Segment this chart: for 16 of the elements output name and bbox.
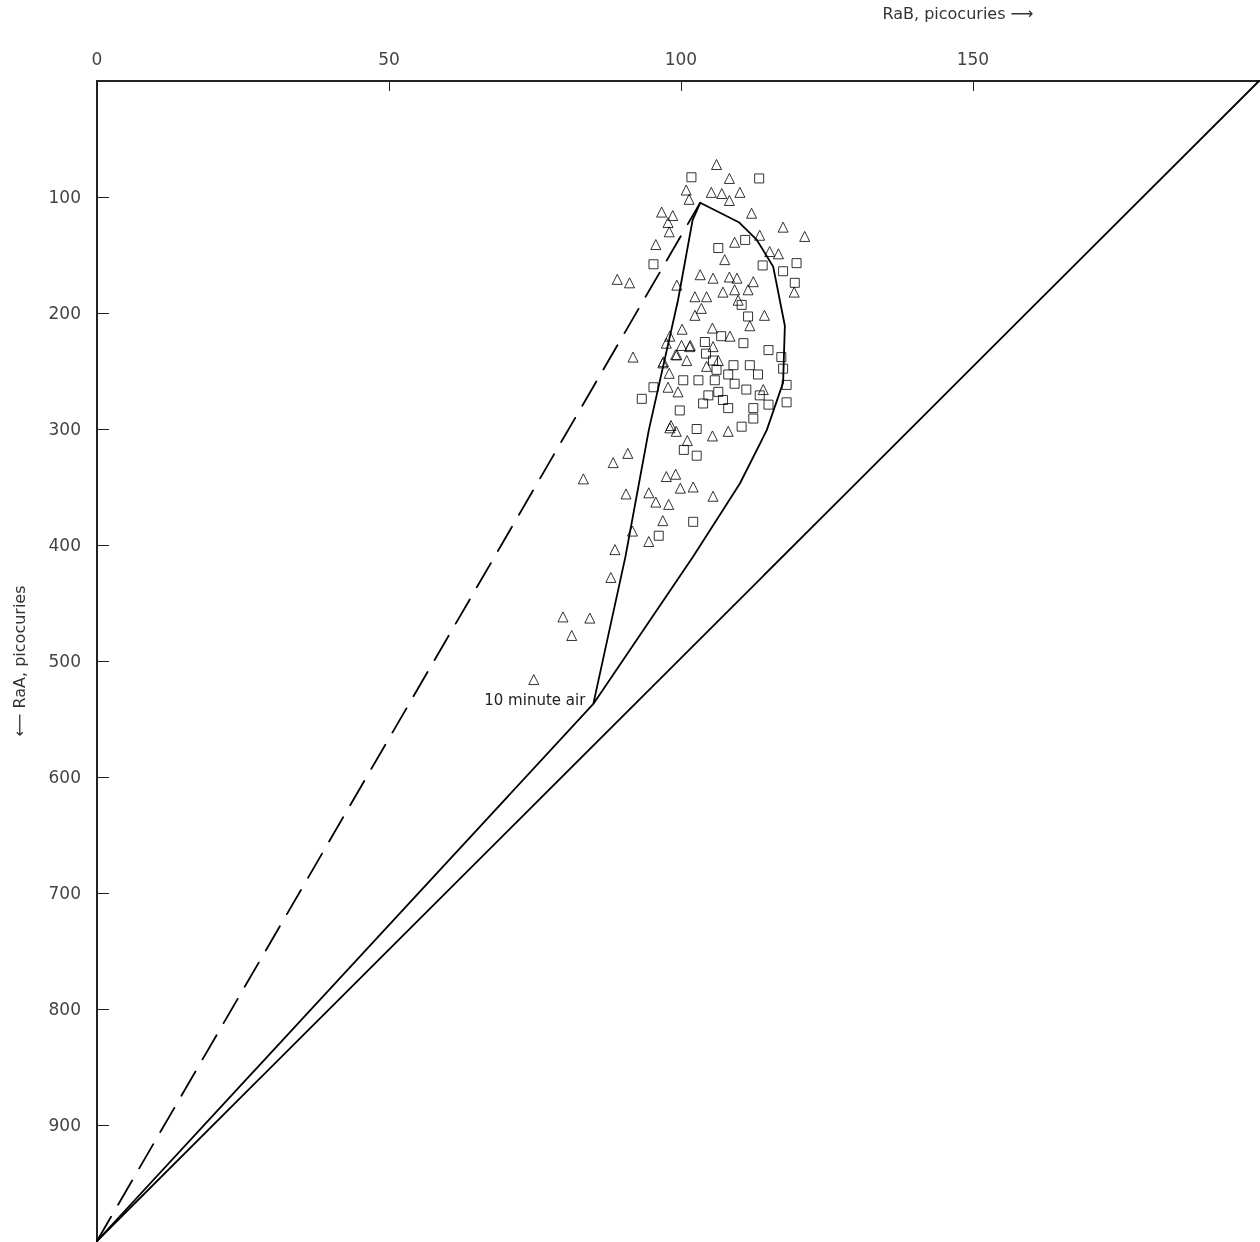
y-tick-label: 700 [48,883,81,903]
annotation: 10 minute air [484,690,587,709]
y-tick-label: 400 [48,535,81,555]
x-tick-label: 150 [956,48,990,69]
y-tick-label: 800 [48,999,81,1019]
x-axis-title: RaB, picocuries ⟶ [882,3,1034,23]
x-tick-label: 100 [664,48,698,69]
x-tick-label: 50 [378,48,400,69]
y-tick-label: 500 [48,651,81,671]
y-tick-label: 900 [48,1115,81,1135]
y-tick-label: 600 [48,767,81,787]
y-tick-label: 300 [48,419,81,439]
x-tick-label: 0 [91,48,103,69]
y-axis-title: ⟵ RaA, picocuries [9,585,29,737]
y-tick-label: 200 [48,303,81,323]
y-tick-label: 100 [48,187,81,207]
